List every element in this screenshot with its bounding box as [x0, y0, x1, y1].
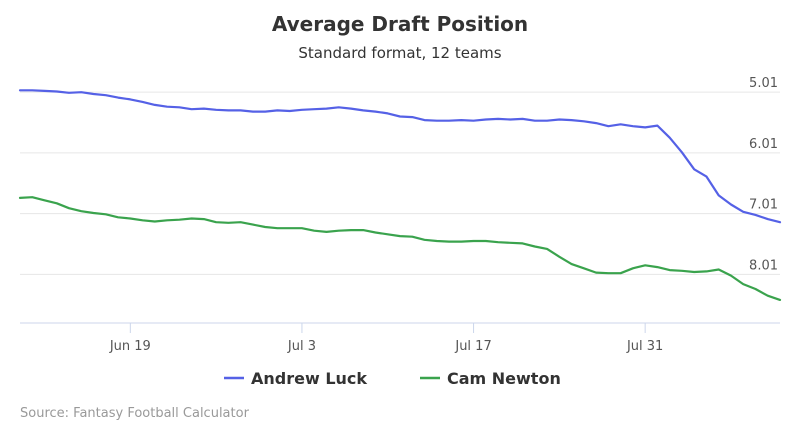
series-line-cam-newton[interactable]: [18, 196, 782, 301]
chart-subtitle: Standard format, 12 teams: [298, 44, 501, 62]
legend-label: Andrew Luck: [251, 369, 367, 388]
y-tick-label: 6.01: [749, 137, 778, 152]
y-tick-label: 8.01: [749, 258, 778, 273]
plot-series: [18, 89, 782, 301]
grid-lines: [20, 91, 780, 275]
y-axis-ticks: 5.01 6.01 7.01 8.01: [749, 76, 778, 273]
legend-item-cam-newton[interactable]: Cam Newton: [420, 369, 561, 388]
x-tick-label: Jul 31: [626, 339, 663, 354]
y-tick-label: 7.01: [749, 198, 778, 213]
legend-label: Cam Newton: [447, 369, 561, 388]
chart-title: Average Draft Position: [272, 12, 528, 36]
x-tick-label: Jul 17: [454, 339, 491, 354]
credits[interactable]: Source: Fantasy Football Calculator: [20, 406, 250, 421]
x-tick-label: Jun 19: [109, 339, 151, 354]
legend[interactable]: Andrew Luck Cam Newton: [224, 369, 561, 388]
x-axis: Jun 19 Jul 3 Jul 17 Jul 31: [20, 322, 780, 354]
series-line-andrew-luck[interactable]: [18, 89, 782, 224]
x-tick-label: Jul 3: [287, 339, 316, 354]
y-tick-label: 5.01: [749, 76, 778, 91]
legend-item-andrew-luck[interactable]: Andrew Luck: [224, 369, 367, 388]
